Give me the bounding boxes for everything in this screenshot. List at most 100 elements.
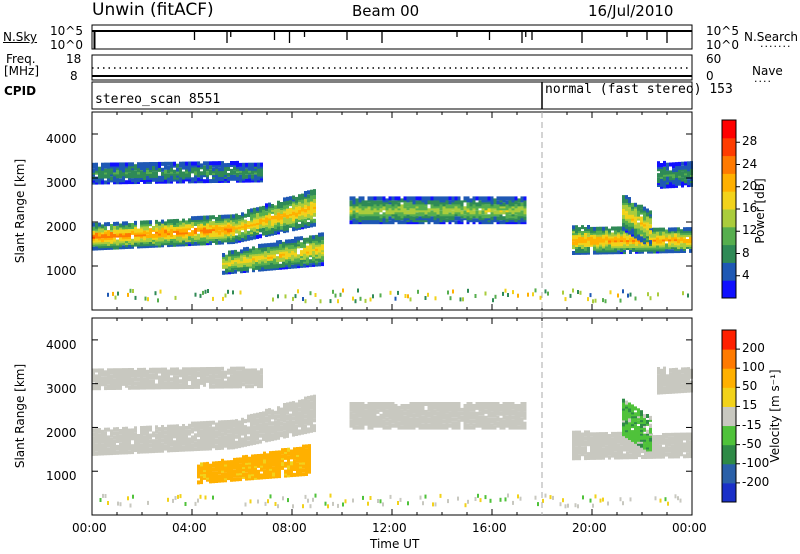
- echo-cell: [170, 446, 173, 451]
- echo-cell: [95, 428, 98, 433]
- echo-cell: [104, 427, 107, 432]
- echo-cell: [302, 472, 305, 477]
- echo-cell: [271, 204, 274, 208]
- echo-cell: [313, 212, 316, 217]
- echo-cell: [260, 453, 263, 458]
- echo-cell: [230, 378, 233, 383]
- echo-cell: [271, 421, 274, 426]
- echo-cell: [261, 261, 264, 266]
- echo-cell: [520, 196, 524, 201]
- echo-cell: [517, 206, 521, 211]
- echo-cell: [436, 214, 440, 219]
- echo-cell: [460, 218, 464, 223]
- echo-cell: [424, 196, 428, 201]
- echo-cell: [107, 384, 110, 389]
- echo-cell: [415, 200, 419, 205]
- echo-cell: [283, 225, 286, 230]
- echo-cell: [249, 248, 252, 253]
- echo-cell: [250, 441, 253, 446]
- echo-cell: [430, 216, 434, 221]
- echo-cell: [496, 200, 500, 205]
- echo-cell: [161, 367, 164, 372]
- echo-cell: [207, 289, 209, 293]
- echo-cell: [235, 213, 238, 218]
- echo-cell: [599, 246, 602, 251]
- echo-cell: [251, 454, 254, 459]
- echo-cell: [221, 432, 224, 437]
- echo-cell: [418, 216, 422, 221]
- echo-cell: [235, 434, 238, 439]
- echo-cell: [224, 435, 227, 440]
- echo-cell: [233, 170, 236, 175]
- echo-cell: [298, 399, 301, 404]
- echo-cell: [268, 220, 271, 225]
- echo-cell: [128, 172, 131, 177]
- echo-cell: [253, 207, 256, 212]
- echo-cell: [369, 297, 372, 302]
- echo-cell: [448, 196, 452, 201]
- echo-cell: [272, 297, 274, 302]
- echo-cell: [361, 196, 365, 201]
- echo-cell: [245, 174, 248, 179]
- echo-cell: [188, 437, 191, 442]
- echo-cell: [274, 414, 277, 419]
- echo-cell: [221, 472, 224, 477]
- echo-cell: [487, 214, 491, 219]
- echo-cell: [264, 243, 267, 248]
- echo-cell: [313, 199, 316, 203]
- echo-cell: [629, 250, 632, 254]
- echo-cell: [349, 402, 353, 406]
- echo-cell: [215, 366, 218, 371]
- echo-cell: [457, 216, 461, 221]
- echo-cell: [258, 249, 261, 254]
- echo-cell: [539, 295, 542, 300]
- echo-cell: [657, 161, 660, 166]
- echo-cell: [339, 292, 342, 297]
- echo-cell: [230, 168, 233, 173]
- echo-cell: [304, 424, 307, 429]
- echo-cell: [602, 226, 605, 231]
- echo-cell: [173, 371, 176, 376]
- echo-cell: [310, 415, 313, 419]
- echo-cell: [283, 430, 286, 435]
- echo-cell: [259, 234, 262, 239]
- echo-cell: [303, 237, 306, 242]
- echo-cell: [242, 366, 245, 371]
- echo-cell: [140, 170, 143, 175]
- echo-cell: [577, 290, 579, 294]
- echo-cell: [627, 293, 629, 298]
- echo-cell: [412, 196, 416, 201]
- echo-cell: [256, 440, 259, 445]
- echo-cell: [200, 421, 203, 426]
- echo-cell: [203, 367, 206, 372]
- echo-cell: [391, 218, 395, 223]
- echo-cell: [364, 200, 368, 205]
- echo-cell: [202, 290, 204, 295]
- echo-cell: [212, 167, 215, 172]
- echo-cell: [312, 251, 315, 255]
- echo-cell: [309, 235, 312, 240]
- echo-cell: [619, 298, 622, 303]
- echo-cell: [683, 227, 686, 232]
- echo-cell: [273, 242, 276, 247]
- echo-cell: [505, 200, 509, 205]
- echo-cell: [206, 420, 209, 425]
- echo-cell: [364, 298, 367, 303]
- echo-cell: [292, 195, 295, 200]
- echo-cell: [297, 289, 299, 294]
- echo-cell: [194, 235, 197, 240]
- echo-cell: [197, 215, 200, 220]
- echo-cell: [684, 169, 687, 174]
- echo-cell: [227, 176, 230, 181]
- echo-cell: [295, 402, 298, 407]
- echo-cell: [258, 259, 261, 264]
- echo-cell: [247, 414, 250, 419]
- echo-cell: [221, 366, 224, 371]
- echo-cell: [179, 434, 182, 438]
- echo-cell: [660, 172, 663, 177]
- echo-cell: [385, 204, 389, 209]
- echo-cell: [119, 237, 122, 242]
- echo-cell: [644, 243, 647, 248]
- echo-cell: [302, 297, 304, 301]
- echo-cell: [622, 214, 625, 219]
